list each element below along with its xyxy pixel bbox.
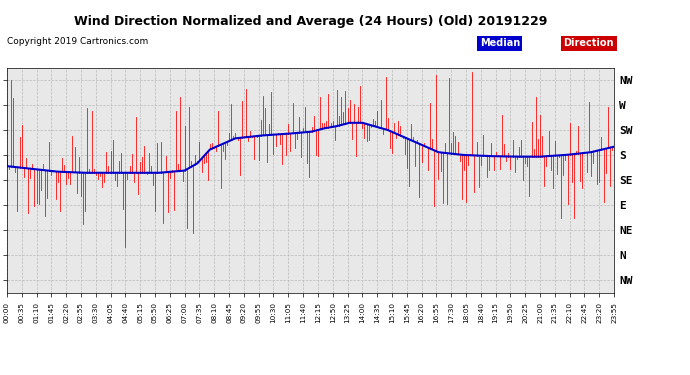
Text: Wind Direction Normalized and Average (24 Hours) (Old) 20191229: Wind Direction Normalized and Average (2… [74, 15, 547, 28]
Text: Copyright 2019 Cartronics.com: Copyright 2019 Cartronics.com [7, 38, 148, 46]
Text: Direction: Direction [564, 38, 614, 48]
Text: Median: Median [480, 38, 520, 48]
